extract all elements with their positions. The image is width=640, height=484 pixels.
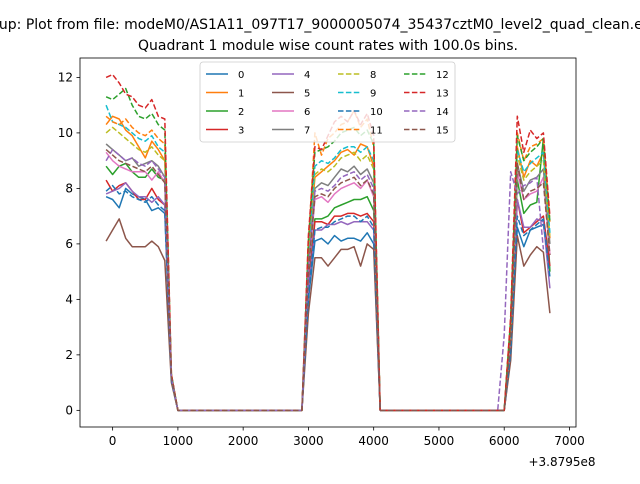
x-tick-label: 5000 <box>424 434 455 448</box>
y-tick-label: 0 <box>65 403 73 417</box>
legend-label-0: 0 <box>238 70 244 81</box>
x-tick-label: 1000 <box>163 434 194 448</box>
series-line-10 <box>105 184 551 412</box>
legend-label-12: 12 <box>436 70 449 81</box>
x-tick-label: 4000 <box>358 434 389 448</box>
series-line-0 <box>105 187 551 412</box>
legend-label-6: 6 <box>304 107 310 118</box>
legend-label-5: 5 <box>304 89 310 100</box>
x-axis-offset-label: +3.8795e8 <box>528 455 595 469</box>
legend-label-7: 7 <box>304 126 310 137</box>
x-tick-label: 2000 <box>228 434 259 448</box>
legend-label-8: 8 <box>370 70 376 81</box>
legend-box <box>199 61 456 143</box>
series-line-2 <box>105 137 551 412</box>
chart-title: Quadrant 1 module wise count rates with … <box>138 38 518 54</box>
series-line-1 <box>105 115 551 412</box>
series-line-7 <box>105 143 551 412</box>
x-tick-label: 3000 <box>293 434 324 448</box>
y-tick-label: 2 <box>65 348 73 362</box>
series-lines <box>105 73 551 412</box>
legend-label-3: 3 <box>238 126 244 137</box>
series-line-11 <box>105 109 551 412</box>
series-line-4 <box>105 182 551 412</box>
y-tick-label: 6 <box>65 237 73 251</box>
y-tick-label: 8 <box>65 181 73 195</box>
x-axis: 0 1000 2000 3000 4000 5000 6000 7000 <box>109 427 585 448</box>
legend-label-4: 4 <box>304 70 310 81</box>
plot-area <box>79 57 577 428</box>
series-line-3 <box>105 179 551 412</box>
legend-label-11: 11 <box>370 126 383 137</box>
legend-label-2: 2 <box>238 107 244 118</box>
legend-label-1: 1 <box>238 89 244 100</box>
plot-frame <box>79 57 577 428</box>
legend-label-13: 13 <box>436 89 449 100</box>
x-tick-label: 6000 <box>489 434 520 448</box>
series-line-9 <box>105 104 551 412</box>
y-tick-label: 10 <box>58 126 73 140</box>
y-axis: 0 2 4 6 8 10 12 <box>58 70 80 417</box>
x-tick-label: 0 <box>109 434 117 448</box>
chart-suptitle: ckup: Plot from file: modeM0/AS1A11_097T… <box>0 17 640 33</box>
legend-label-14: 14 <box>436 107 449 118</box>
legend-label-10: 10 <box>370 107 383 118</box>
x-tick-label: 7000 <box>554 434 585 448</box>
legend-label-9: 9 <box>370 89 376 100</box>
legend-label-15: 15 <box>436 126 449 137</box>
y-tick-label: 4 <box>65 292 73 306</box>
series-line-8 <box>105 126 551 412</box>
y-tick-label: 12 <box>58 70 73 84</box>
series-line-15 <box>105 149 551 412</box>
